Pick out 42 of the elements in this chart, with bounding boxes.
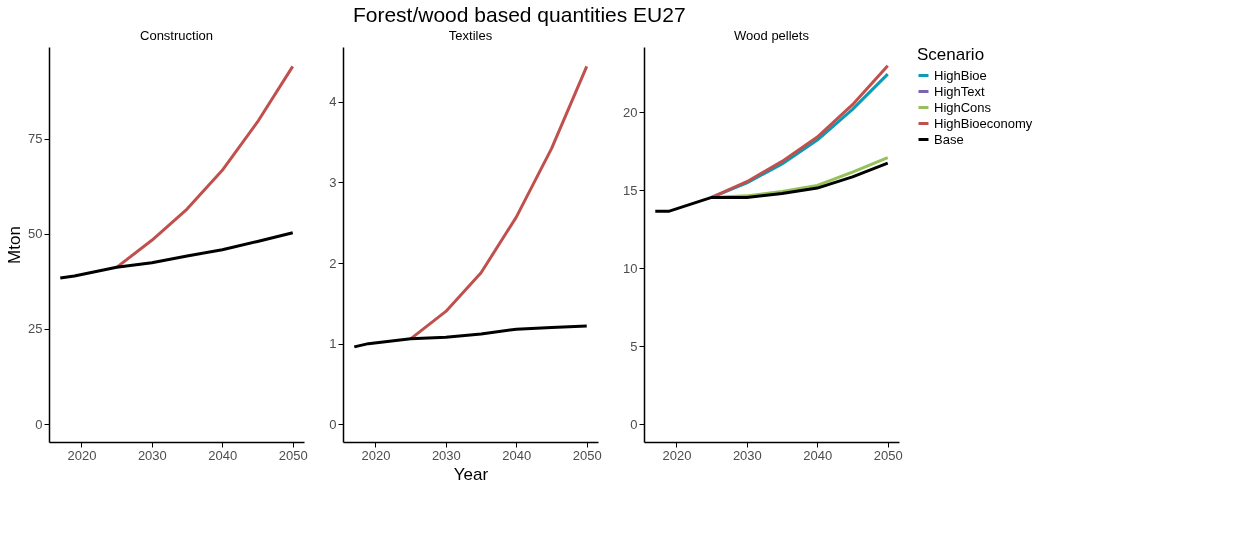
chart-title: Construction: [140, 28, 213, 43]
line-series: [115, 64, 295, 269]
y-tick-label: 2: [329, 255, 337, 271]
y-axis-title: Mton: [5, 226, 25, 264]
legend-label: HighText: [934, 83, 985, 99]
line-series: [352, 324, 589, 349]
legend-label: Base: [934, 131, 964, 147]
y-tick-label: 4: [329, 94, 337, 110]
y-tick-label: 75: [28, 131, 43, 147]
y-tick-label: 10: [623, 260, 638, 276]
x-tick-label: 2040: [208, 447, 238, 463]
x-tick-label: 2040: [502, 447, 532, 463]
x-axis-title: Year: [453, 464, 489, 484]
y-tick-label: 0: [630, 416, 638, 432]
y-tick-label: 15: [623, 182, 638, 198]
text: Forest/wood based quantities EU27: [352, 3, 686, 26]
y-tick-label: 25: [28, 321, 43, 337]
legend-title: Scenario: [917, 45, 985, 64]
line-series: [58, 231, 295, 280]
x-tick-label: 2050: [278, 447, 308, 463]
legend-label: HighBioe: [934, 67, 987, 83]
y-tick-label: 5: [630, 338, 638, 354]
x-tick-label: 2020: [662, 447, 692, 463]
x-tick-label: 2030: [732, 447, 762, 463]
x-tick-label: 2030: [137, 447, 167, 463]
chart-title: Textiles: [448, 28, 493, 43]
x-tick-label: 2040: [803, 447, 833, 463]
line-series: [653, 161, 890, 213]
legend-label: HighCons: [934, 99, 992, 115]
legend-label: HighBioeconomy: [934, 115, 1033, 131]
x-tick-label: 2050: [572, 447, 602, 463]
y-tick-label: 20: [623, 104, 638, 120]
x-tick-label: 2050: [873, 447, 903, 463]
x-tick-label: 2030: [431, 447, 461, 463]
y-tick-label: 0: [329, 416, 337, 432]
y-tick-label: 50: [28, 226, 43, 242]
x-tick-label: 2020: [67, 447, 97, 463]
y-tick-label: 3: [329, 174, 337, 190]
y-tick-label: 1: [329, 336, 337, 352]
chart-title: Wood pellets: [734, 28, 810, 43]
x-tick-label: 2020: [361, 447, 391, 463]
y-tick-label: 0: [35, 416, 43, 432]
